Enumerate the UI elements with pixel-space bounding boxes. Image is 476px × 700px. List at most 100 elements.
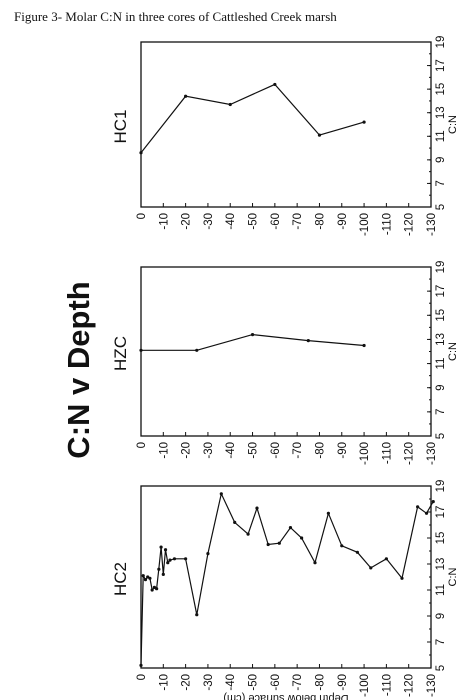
depth-tick-label: -30: [203, 213, 215, 230]
depth-tick-label: -80: [314, 442, 326, 459]
depth-tick-label: -130: [426, 674, 438, 697]
data-point: [161, 572, 165, 577]
data-point: [141, 574, 145, 578]
depth-tick-label: -100: [359, 213, 371, 236]
data-point: [195, 348, 199, 352]
series-line-hc1: [140, 83, 365, 154]
data-point: [195, 613, 199, 617]
value-tick-label: 5: [435, 433, 447, 439]
depth-tick-label: 0: [136, 674, 148, 680]
value-axis-label: C:N: [447, 342, 459, 361]
data-point: [355, 550, 359, 554]
value-tick-label: 9: [435, 385, 447, 391]
data-point: [166, 561, 170, 565]
depth-tick-label: -110: [381, 442, 393, 464]
depth-tick-label: -100: [359, 674, 371, 697]
depth-tick-label: -20: [181, 442, 193, 459]
core-label: HZC: [111, 336, 130, 371]
chart-panel-hzc: 0 -10 -20 -30 -40 -50 -60 -70 -80 -90 -100 -110 -120…: [111, 261, 459, 465]
data-point: [148, 576, 152, 580]
data-point: [431, 500, 435, 504]
value-tick-label: 13: [435, 106, 447, 119]
data-point: [233, 520, 237, 525]
value-tick-label: 13: [435, 333, 447, 346]
depth-axis-label: Depth below surface (cm): [223, 692, 348, 700]
plot-frame: [140, 485, 432, 669]
plot-frame: [140, 266, 432, 437]
value-tick-label: 5: [435, 665, 447, 671]
depth-tick-label: -80: [314, 674, 326, 691]
data-point: [139, 348, 143, 352]
depth-tick-label: -40: [225, 674, 237, 691]
data-point: [362, 120, 366, 124]
data-point: [340, 544, 344, 548]
value-tick-label: 9: [435, 613, 447, 619]
data-point: [362, 343, 366, 348]
data-point: [424, 511, 429, 515]
figure-caption: Figure 3- Molar C:N in three cores of Ca…: [14, 9, 337, 24]
data-point: [163, 548, 168, 552]
depth-tick-label: -30: [203, 442, 215, 459]
depth-tick-label: -70: [292, 442, 304, 459]
value-tick-label: 7: [435, 180, 447, 186]
data-point: [228, 102, 232, 107]
depth-tick-label: -10: [158, 442, 170, 459]
value-tick-label: 17: [435, 59, 447, 72]
depth-tick-label: -20: [181, 213, 193, 230]
depth-tick-label: -90: [337, 213, 349, 230]
depth-tick-label: 0: [136, 213, 148, 219]
data-point: [155, 587, 159, 591]
depth-tick-label: -80: [314, 213, 326, 230]
data-point: [139, 151, 143, 155]
depth-tick-label: -60: [270, 442, 282, 459]
chart-panel-hc2: 0 -10 -20 -30 -40 -50 -60 -70 -80 -90 -100 -110 -120…: [111, 480, 459, 700]
value-tick-label: 7: [435, 639, 447, 645]
data-point: [219, 492, 223, 496]
value-tick-label: 17: [435, 285, 447, 298]
depth-tick-label: 0: [136, 442, 148, 448]
data-point: [255, 506, 259, 510]
data-point: [400, 576, 404, 580]
depth-tick-label: -130: [426, 213, 438, 236]
data-point: [150, 588, 154, 592]
value-tick-label: 11: [435, 358, 447, 370]
data-point: [184, 94, 188, 98]
depth-tick-label: -50: [248, 442, 260, 459]
value-tick-label: 19: [435, 480, 447, 493]
depth-tick-label: -120: [404, 674, 416, 697]
depth-tick-label: -40: [225, 213, 237, 230]
data-point: [288, 526, 293, 530]
core-label: HC1: [111, 109, 130, 143]
data-point: [317, 133, 322, 137]
data-point: [246, 532, 250, 536]
value-tick-label: 15: [435, 532, 447, 545]
data-point: [168, 558, 172, 562]
data-point: [184, 557, 188, 561]
depth-tick-label: -50: [248, 674, 260, 691]
data-point: [273, 82, 277, 87]
data-point: [277, 541, 281, 545]
data-point: [384, 557, 388, 561]
depth-tick-label: -120: [404, 213, 416, 236]
depth-tick-label: -60: [270, 674, 282, 691]
depth-tick-label: -50: [248, 213, 260, 230]
value-tick-label: 17: [435, 506, 447, 519]
data-point: [306, 339, 310, 343]
value-axis-label: C:N: [447, 115, 459, 134]
data-point: [266, 542, 270, 547]
depth-tick-label: -30: [203, 674, 215, 691]
value-tick-label: 15: [435, 83, 447, 96]
depth-tick-label: -60: [270, 213, 282, 230]
depth-tick-label: -40: [225, 442, 237, 459]
value-tick-label: 19: [435, 36, 447, 49]
data-point: [172, 557, 177, 561]
depth-tick-label: -70: [292, 674, 304, 691]
depth-tick-label: -100: [359, 442, 371, 465]
value-tick-label: 19: [435, 261, 447, 274]
data-point: [157, 567, 161, 571]
value-tick-label: 11: [435, 584, 447, 596]
depth-tick-label: -20: [181, 674, 193, 691]
data-point: [416, 505, 420, 509]
series-line-hzc: [141, 333, 365, 351]
plot-frame: [140, 41, 432, 208]
